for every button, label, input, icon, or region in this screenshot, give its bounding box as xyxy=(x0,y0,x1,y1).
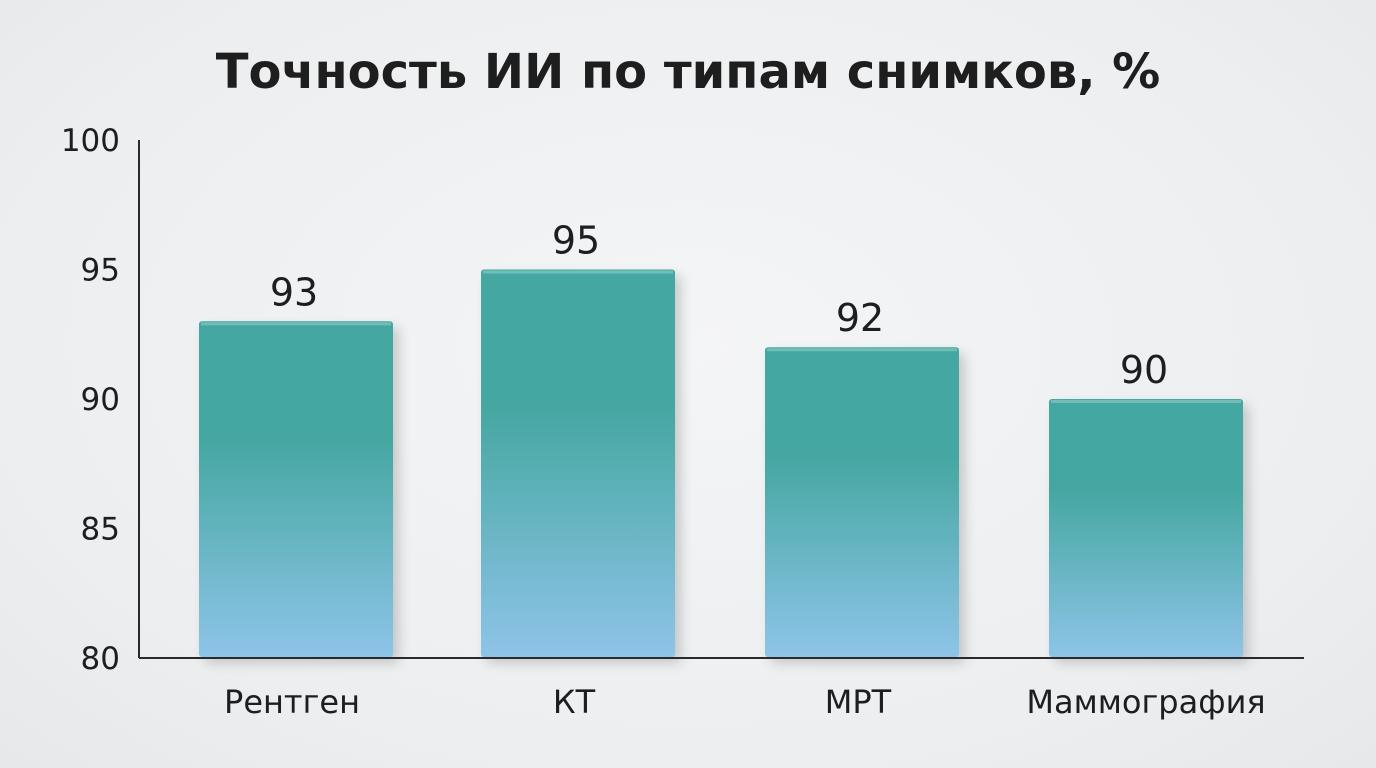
chart-title: Точность ИИ по типам снимков, % xyxy=(216,44,1160,100)
bars-layer xyxy=(199,269,1243,657)
y-tick-label: 90 xyxy=(81,382,120,418)
y-tick-label: 95 xyxy=(81,253,120,289)
bar-top-highlight xyxy=(767,348,957,352)
x-tick-label: КТ xyxy=(553,683,596,721)
data-label: 93 xyxy=(270,270,318,314)
x-tick-label: Маммография xyxy=(1026,683,1265,721)
bar-3 xyxy=(765,347,959,657)
y-tick-label: 85 xyxy=(81,512,120,548)
bar-2 xyxy=(481,269,675,657)
y-tick-label: 80 xyxy=(81,641,120,677)
bar-top-highlight xyxy=(1051,400,1241,403)
x-tick-label: МРТ xyxy=(825,683,892,721)
y-axis-ticks: 80 85 90 95 100 xyxy=(61,123,120,677)
x-axis-ticks: Рентген КТ МРТ Маммография xyxy=(224,683,1266,721)
bar-1 xyxy=(199,321,393,657)
data-label: 92 xyxy=(836,296,884,340)
bar-top-highlight xyxy=(483,270,673,274)
data-labels-layer: 93 95 92 90 xyxy=(270,219,1168,393)
y-tick-label: 100 xyxy=(61,123,120,159)
data-label: 90 xyxy=(1120,348,1168,392)
data-label: 95 xyxy=(552,219,600,263)
bar-top-highlight xyxy=(201,322,391,326)
x-tick-label: Рентген xyxy=(224,683,360,721)
bar-4 xyxy=(1049,399,1243,657)
